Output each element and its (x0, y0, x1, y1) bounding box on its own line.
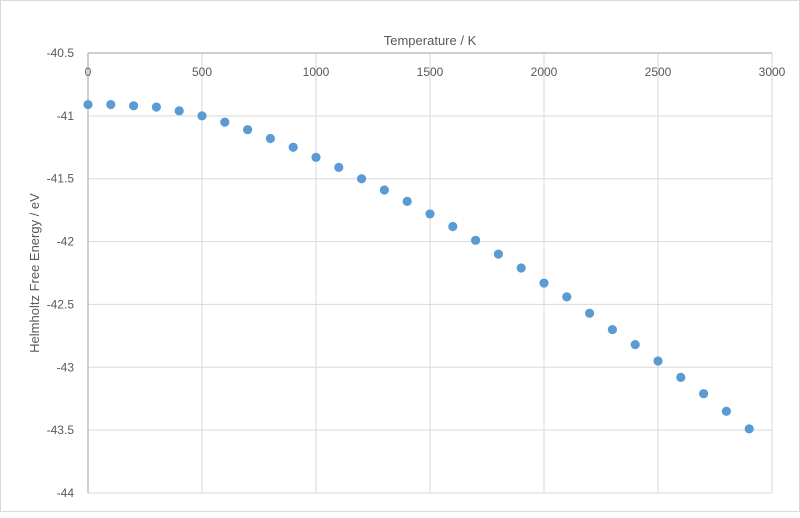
y-axis-title: Helmholtz Free Energy / eV (27, 193, 42, 353)
y-tick-label: -43 (57, 360, 75, 374)
data-point (448, 221, 458, 232)
data-point (585, 308, 595, 318)
data-point (357, 174, 367, 184)
data-point (471, 235, 481, 245)
y-tick-label: -42 (57, 235, 75, 249)
data-point (721, 406, 732, 416)
x-tick-label: 1500 (417, 65, 444, 79)
tick-labels: 0 500 1000 1500 2000 2500 3000 -40.5 -41 -41.5 -42… (47, 46, 786, 500)
data-point (379, 185, 389, 195)
data-points (83, 99, 754, 434)
y-tick-label: -40.5 (47, 46, 75, 60)
data-point (402, 196, 412, 206)
y-tick-label: -41 (57, 109, 75, 123)
data-point (311, 152, 321, 162)
data-point (607, 324, 618, 335)
y-tick-label: -43.5 (47, 423, 75, 437)
data-point (106, 99, 116, 110)
data-point (744, 424, 754, 434)
x-tick-label: 3000 (759, 65, 786, 79)
data-point (174, 106, 184, 116)
x-tick-label: 500 (192, 65, 212, 79)
gridlines (88, 53, 773, 494)
x-axis-title: Temperature / K (384, 33, 477, 48)
data-point (83, 99, 93, 110)
data-point (129, 101, 139, 111)
data-point (243, 125, 253, 135)
data-point (539, 278, 549, 288)
y-tick-label: -44 (57, 486, 75, 500)
data-point (151, 102, 161, 112)
axes (87, 52, 772, 493)
y-tick-label: -42.5 (47, 297, 75, 311)
data-point (676, 372, 686, 382)
x-tick-label: 2500 (645, 65, 672, 79)
data-point (425, 209, 435, 219)
data-point (630, 340, 640, 350)
data-point (562, 292, 572, 302)
x-tick-label: 1000 (303, 65, 330, 79)
data-point (516, 263, 526, 273)
data-point (288, 142, 298, 152)
data-point (197, 111, 207, 121)
data-point (699, 389, 709, 399)
data-point (334, 162, 344, 172)
data-point (653, 356, 663, 366)
data-point (493, 249, 503, 259)
data-point (220, 117, 230, 127)
data-point (265, 133, 275, 144)
x-tick-label: 2000 (531, 65, 558, 79)
x-tick-label: 0 (85, 65, 92, 79)
y-tick-label: -41.5 (47, 172, 75, 186)
